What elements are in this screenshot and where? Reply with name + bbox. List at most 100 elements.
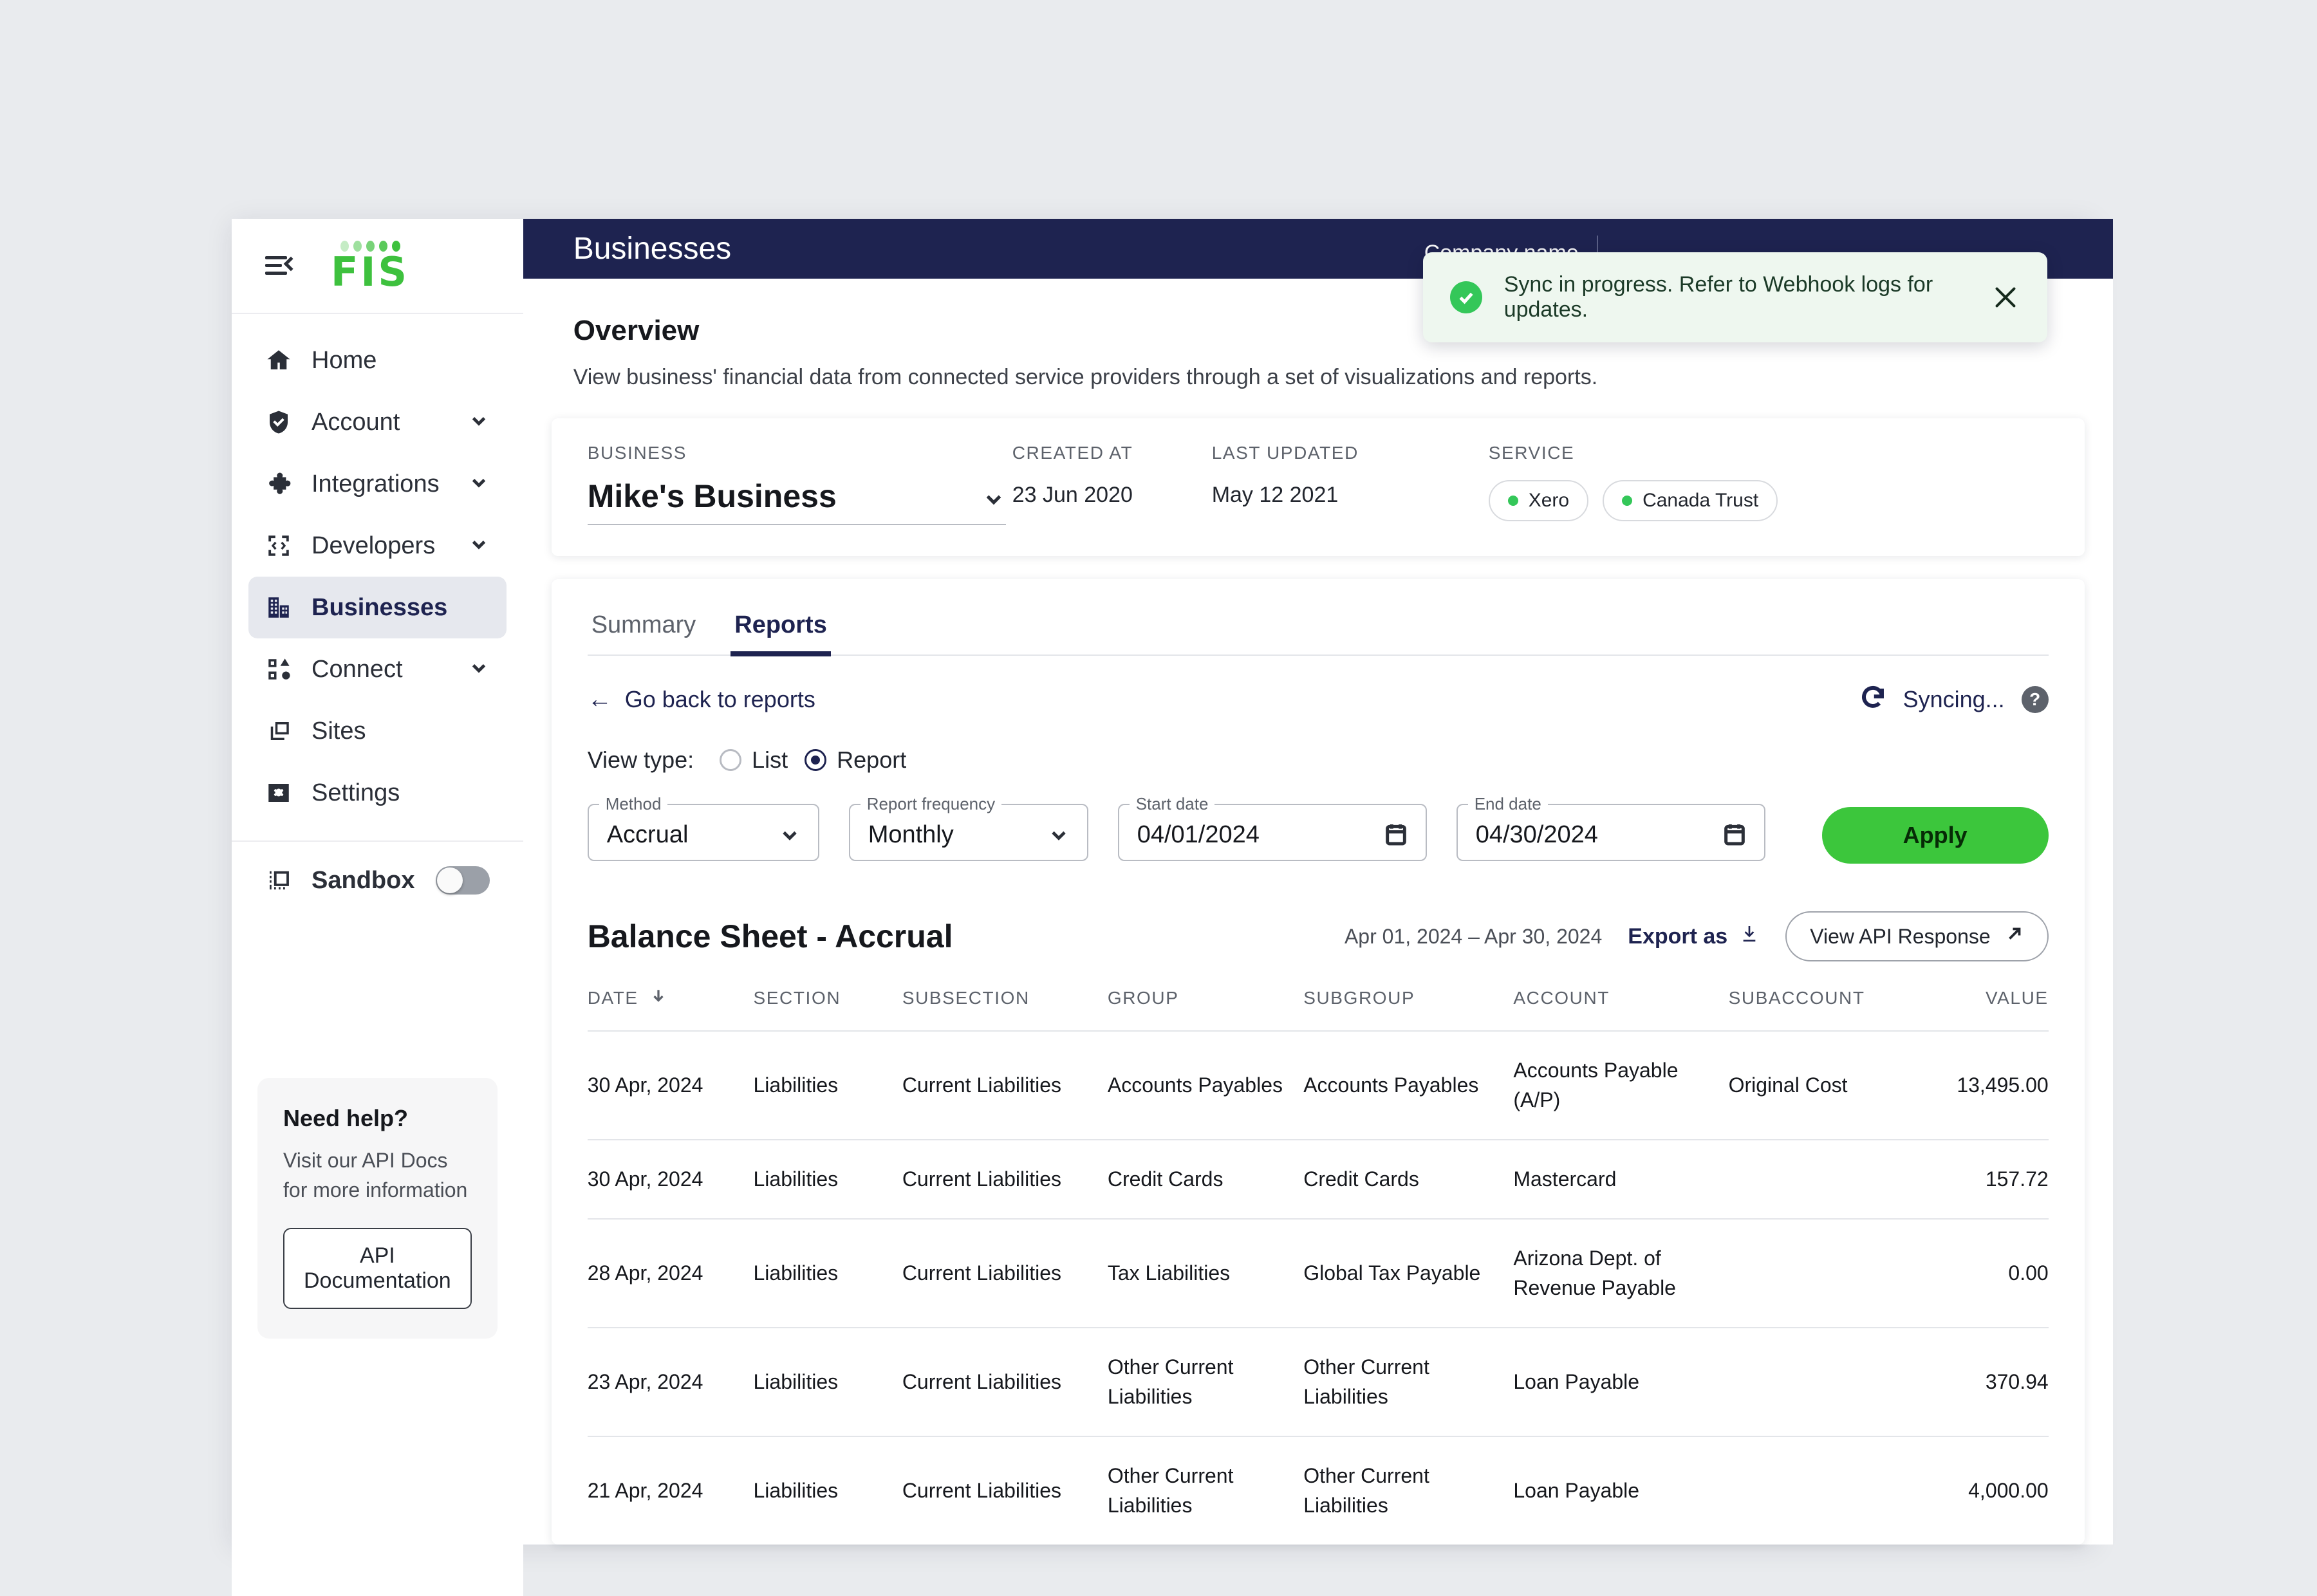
frequency-value: Monthly [868,821,954,849]
sidebar-item-developers[interactable]: Developers [248,515,507,577]
cell-account: Accounts Payable (A/P) [1513,1030,1729,1140]
balance-sheet-table: DATE SECTION SUBSECTION GROUP SUBGROUP [587,987,2049,1545]
service-chip-xero[interactable]: Xero [1488,480,1589,522]
cell-account: Loan Payable [1513,1436,1729,1545]
code-brackets-icon [265,532,292,559]
cell-subaccount [1728,1218,1917,1328]
last-updated-field: LAST UPDATED May 12 2021 [1212,443,1489,508]
last-updated-value: May 12 2021 [1211,483,1339,508]
cell-date: 21 Apr, 2024 [587,1436,754,1545]
api-documentation-button[interactable]: API Documentation [283,1228,472,1309]
business-field: BUSINESS Mike's Business [587,443,1012,526]
cell-subgroup: Other Current Liabilities [1303,1327,1514,1437]
cell-group: Other Current Liabilities [1107,1327,1304,1437]
method-select[interactable]: Method Accrual [587,794,819,869]
created-at-field: CREATED AT 23 Jun 2020 [1012,443,1212,508]
sidebar-item-settings[interactable]: Settings [248,762,507,824]
sidebar-item-label: Settings [312,779,400,806]
table-row[interactable]: 30 Apr, 2024 Liabilities Current Liabili… [587,1138,2049,1220]
column-header-subaccount[interactable]: SUBACCOUNT [1728,988,1865,1008]
column-header-account[interactable]: ACCOUNT [1513,988,1610,1008]
table-row[interactable]: 23 Apr, 2024 Liabilities Current Liabili… [587,1327,2049,1437]
radio-circle-icon [720,749,742,772]
view-type-group: View type: List Report [588,747,2049,774]
go-back-to-reports-link[interactable]: ← Go back to reports [588,686,815,713]
export-as-label: Export as [1628,923,1728,949]
calendar-icon[interactable] [1722,821,1747,850]
radio-label: List [752,747,788,774]
overview-description: View business' financial data from conne… [573,365,1598,390]
table-row[interactable]: 30 Apr, 2024 Liabilities Current Liabili… [587,1030,2049,1140]
sidebar-divider [232,840,523,842]
cell-section: Liabilities [753,1218,902,1328]
cell-group: Tax Liabilities [1107,1218,1304,1328]
sidebar-item-businesses[interactable]: Businesses [248,577,507,638]
cell-subaccount: Original Cost [1728,1030,1917,1140]
chevron-down-icon[interactable] [468,410,490,435]
column-header-group[interactable]: GROUP [1107,988,1179,1008]
column-header-date[interactable]: DATE [588,987,754,1031]
column-header-subgroup[interactable]: SUBGROUP [1303,988,1415,1008]
end-date-value: 04/30/2024 [1475,821,1598,849]
report-frequency-select[interactable]: Report frequency Monthly [848,794,1088,869]
cell-value: 0.00 [1917,1218,2049,1328]
business-info-bar: BUSINESS Mike's Business CREATED AT 23 J… [551,418,2085,557]
export-as-button[interactable]: Export as [1628,923,1760,950]
chevron-down-icon[interactable] [778,824,801,850]
sync-status: Syncing... ? [1859,684,2049,714]
tab-reports[interactable]: Reports [730,605,831,657]
sidebar-item-integrations[interactable]: Integrations [248,453,507,515]
logo-dots [340,240,400,252]
download-icon [1739,923,1760,950]
back-and-sync-row: ← Go back to reports Syncing... ? [588,684,2049,714]
external-link-icon [2005,924,2024,949]
sidebar-item-home[interactable]: Home [248,329,507,391]
cell-subsection: Current Liabilities [902,1327,1108,1437]
chevron-down-icon[interactable] [468,534,490,559]
cell-subsection: Current Liabilities [902,1436,1108,1545]
chevron-down-icon[interactable] [468,472,490,497]
main-area: Businesses Company name Sync in progress… [523,219,2113,1545]
close-icon[interactable] [1991,283,2020,312]
column-header-subsection[interactable]: SUBSECTION [902,988,1030,1008]
refresh-icon[interactable] [1859,684,1886,714]
column-header-section[interactable]: SECTION [753,988,841,1008]
cell-account: Loan Payable [1513,1327,1729,1437]
view-api-response-label: View API Response [1810,924,1991,948]
chevron-down-icon[interactable] [982,487,1006,515]
hamburger-collapse-icon[interactable] [265,255,299,277]
chevron-down-icon[interactable] [1047,824,1070,850]
radio-view-type-list[interactable]: List [720,747,788,774]
calendar-icon[interactable] [1383,821,1409,850]
report-title-row: Balance Sheet - Accrual Apr 01, 2024 – A… [588,911,2049,962]
grid-shapes-icon [265,656,292,683]
cell-section: Liabilities [753,1327,902,1437]
business-select[interactable]: Mike's Business [587,478,1006,526]
chevron-down-icon[interactable] [468,657,490,682]
tab-summary[interactable]: Summary [591,611,696,639]
sandbox-row[interactable]: Sandbox [232,842,523,919]
gear-icon [265,779,292,806]
column-header-value[interactable]: VALUE [1985,988,2049,1008]
sidebar-item-sites[interactable]: Sites [248,700,507,762]
puzzle-icon [265,470,292,497]
service-chip-canada-trust[interactable]: Canada Trust [1603,480,1778,522]
sandbox-toggle[interactable] [435,866,490,895]
sidebar-item-account[interactable]: Account [248,391,507,453]
start-date-input[interactable]: Start date 04/01/2024 [1117,794,1427,869]
cell-account: Arizona Dept. of Revenue Payable [1513,1218,1729,1328]
sidebar-item-label: Integrations [312,470,440,497]
table-row[interactable]: 28 Apr, 2024 Liabilities Current Liabili… [587,1218,2049,1328]
apply-button[interactable]: Apply [1821,807,2049,864]
frequency-legend: Report frequency [866,794,996,814]
sidebar-footer-space [232,1377,523,1596]
end-date-legend: End date [1474,794,1541,814]
view-api-response-button[interactable]: View API Response [1785,911,2049,962]
radio-view-type-report[interactable]: Report [805,747,906,774]
cell-section: Liabilities [753,1436,902,1545]
end-date-input[interactable]: End date 04/30/2024 [1456,794,1765,869]
table-row[interactable]: 21 Apr, 2024 Liabilities Current Liabili… [587,1436,2049,1545]
sidebar-item-connect[interactable]: Connect [248,638,507,700]
cell-group: Other Current Liabilities [1107,1436,1304,1545]
question-mark-icon[interactable]: ? [2021,685,2049,713]
